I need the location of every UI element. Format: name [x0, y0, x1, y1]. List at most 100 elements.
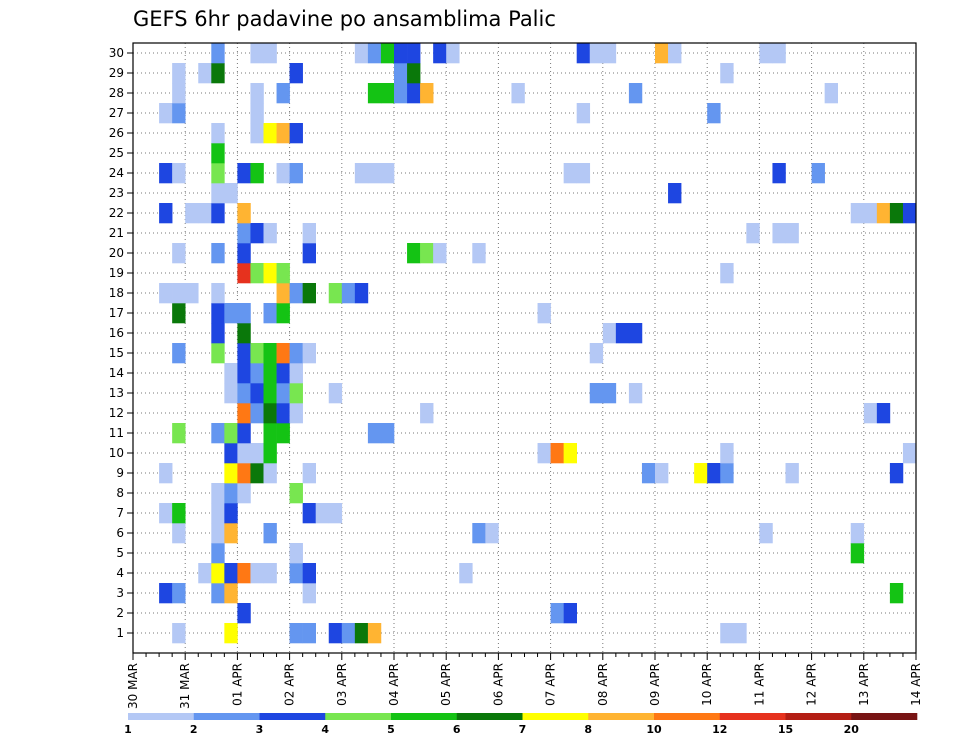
data-cell: [341, 283, 356, 304]
data-cell: [250, 83, 264, 104]
data-cell: [263, 403, 277, 424]
data-cell: [250, 263, 264, 284]
data-cell: [250, 383, 264, 404]
data-cell: [276, 423, 290, 444]
data-cell: [289, 383, 303, 404]
colorbar-swatch: [391, 713, 458, 720]
x-tick-label: 31 MAR: [178, 663, 192, 709]
data-cell: [302, 223, 316, 244]
data-cell: [289, 543, 303, 564]
data-cell: [354, 43, 369, 64]
colorbar-swatch: [851, 713, 918, 720]
data-cell: [550, 603, 564, 624]
data-cell: [354, 623, 369, 644]
data-cell: [628, 383, 643, 404]
data-cell: [159, 503, 173, 524]
data-cell: [211, 583, 225, 604]
data-cell: [537, 303, 551, 324]
data-cell: [224, 443, 238, 464]
data-cell: [172, 243, 186, 264]
data-cell: [628, 83, 643, 104]
data-cell: [237, 263, 251, 284]
data-cell: [850, 203, 865, 224]
data-cell: [380, 83, 395, 104]
data-cell: [641, 463, 656, 484]
data-cell: [224, 363, 238, 384]
y-tick-label: 29: [109, 66, 124, 80]
data-cell: [224, 303, 238, 324]
data-cell: [446, 43, 460, 64]
data-cell: [811, 163, 825, 184]
x-tick-label: 11 APR: [752, 663, 766, 706]
data-cell: [394, 83, 408, 104]
data-cell: [367, 163, 382, 184]
data-cell: [224, 423, 238, 444]
data-cell: [172, 303, 186, 324]
data-cell: [276, 123, 290, 144]
data-cell: [289, 163, 303, 184]
colorbar-swatch: [128, 713, 195, 720]
colorbar-swatch: [654, 713, 721, 720]
data-cell: [889, 583, 904, 604]
data-cell: [250, 443, 264, 464]
y-tick-label: 8: [116, 486, 124, 500]
x-tick-label: 30 MAR: [126, 663, 140, 709]
data-cell: [172, 503, 186, 524]
data-cell: [302, 583, 316, 604]
data-cell: [237, 363, 251, 384]
data-cell: [276, 403, 290, 424]
data-cell: [302, 283, 316, 304]
data-cell: [785, 223, 799, 244]
data-cell: [263, 383, 277, 404]
data-cell: [237, 383, 251, 404]
colorbar-label: 6: [453, 723, 461, 736]
data-cell: [746, 223, 760, 244]
data-cell: [224, 503, 238, 524]
data-cell: [276, 263, 290, 284]
data-cell: [407, 43, 421, 64]
x-tick-label: 13 APR: [857, 663, 871, 706]
data-cell: [237, 323, 251, 344]
data-cell: [589, 383, 604, 404]
y-tick-label: 4: [116, 566, 124, 580]
data-cell: [276, 363, 290, 384]
data-cell: [276, 283, 290, 304]
colorbar-label: 3: [256, 723, 264, 736]
data-cell: [720, 443, 734, 464]
data-cell: [159, 103, 173, 124]
y-tick-label: 19: [109, 266, 124, 280]
data-cell: [720, 263, 734, 284]
data-cell: [602, 383, 617, 404]
x-tick-label: 14 APR: [909, 663, 923, 706]
data-cell: [380, 163, 395, 184]
data-cell: [211, 123, 225, 144]
data-cell: [485, 523, 499, 544]
data-cell: [211, 503, 225, 524]
data-cell: [211, 423, 225, 444]
data-cell: [472, 243, 486, 264]
data-cell: [211, 283, 225, 304]
data-cell: [172, 583, 186, 604]
data-cell: [576, 163, 591, 184]
data-cell: [394, 63, 408, 84]
colorbar-label: 10: [646, 723, 662, 736]
data-cell: [302, 463, 316, 484]
data-cell: [289, 343, 303, 364]
data-cell: [250, 463, 264, 484]
data-cell: [237, 163, 251, 184]
x-tick-label: 12 APR: [805, 663, 819, 706]
colorbar-label: 20: [844, 723, 860, 736]
data-cell: [224, 483, 238, 504]
data-cell: [211, 323, 225, 344]
data-cell: [263, 463, 277, 484]
data-cell: [328, 623, 343, 644]
colorbar-label: 2: [190, 723, 198, 736]
data-cell: [237, 243, 251, 264]
data-cell: [211, 483, 225, 504]
colorbar-label: 1: [124, 723, 132, 736]
data-cell: [263, 523, 277, 544]
data-cell: [289, 563, 303, 584]
data-cell: [237, 343, 251, 364]
data-cell: [707, 463, 721, 484]
